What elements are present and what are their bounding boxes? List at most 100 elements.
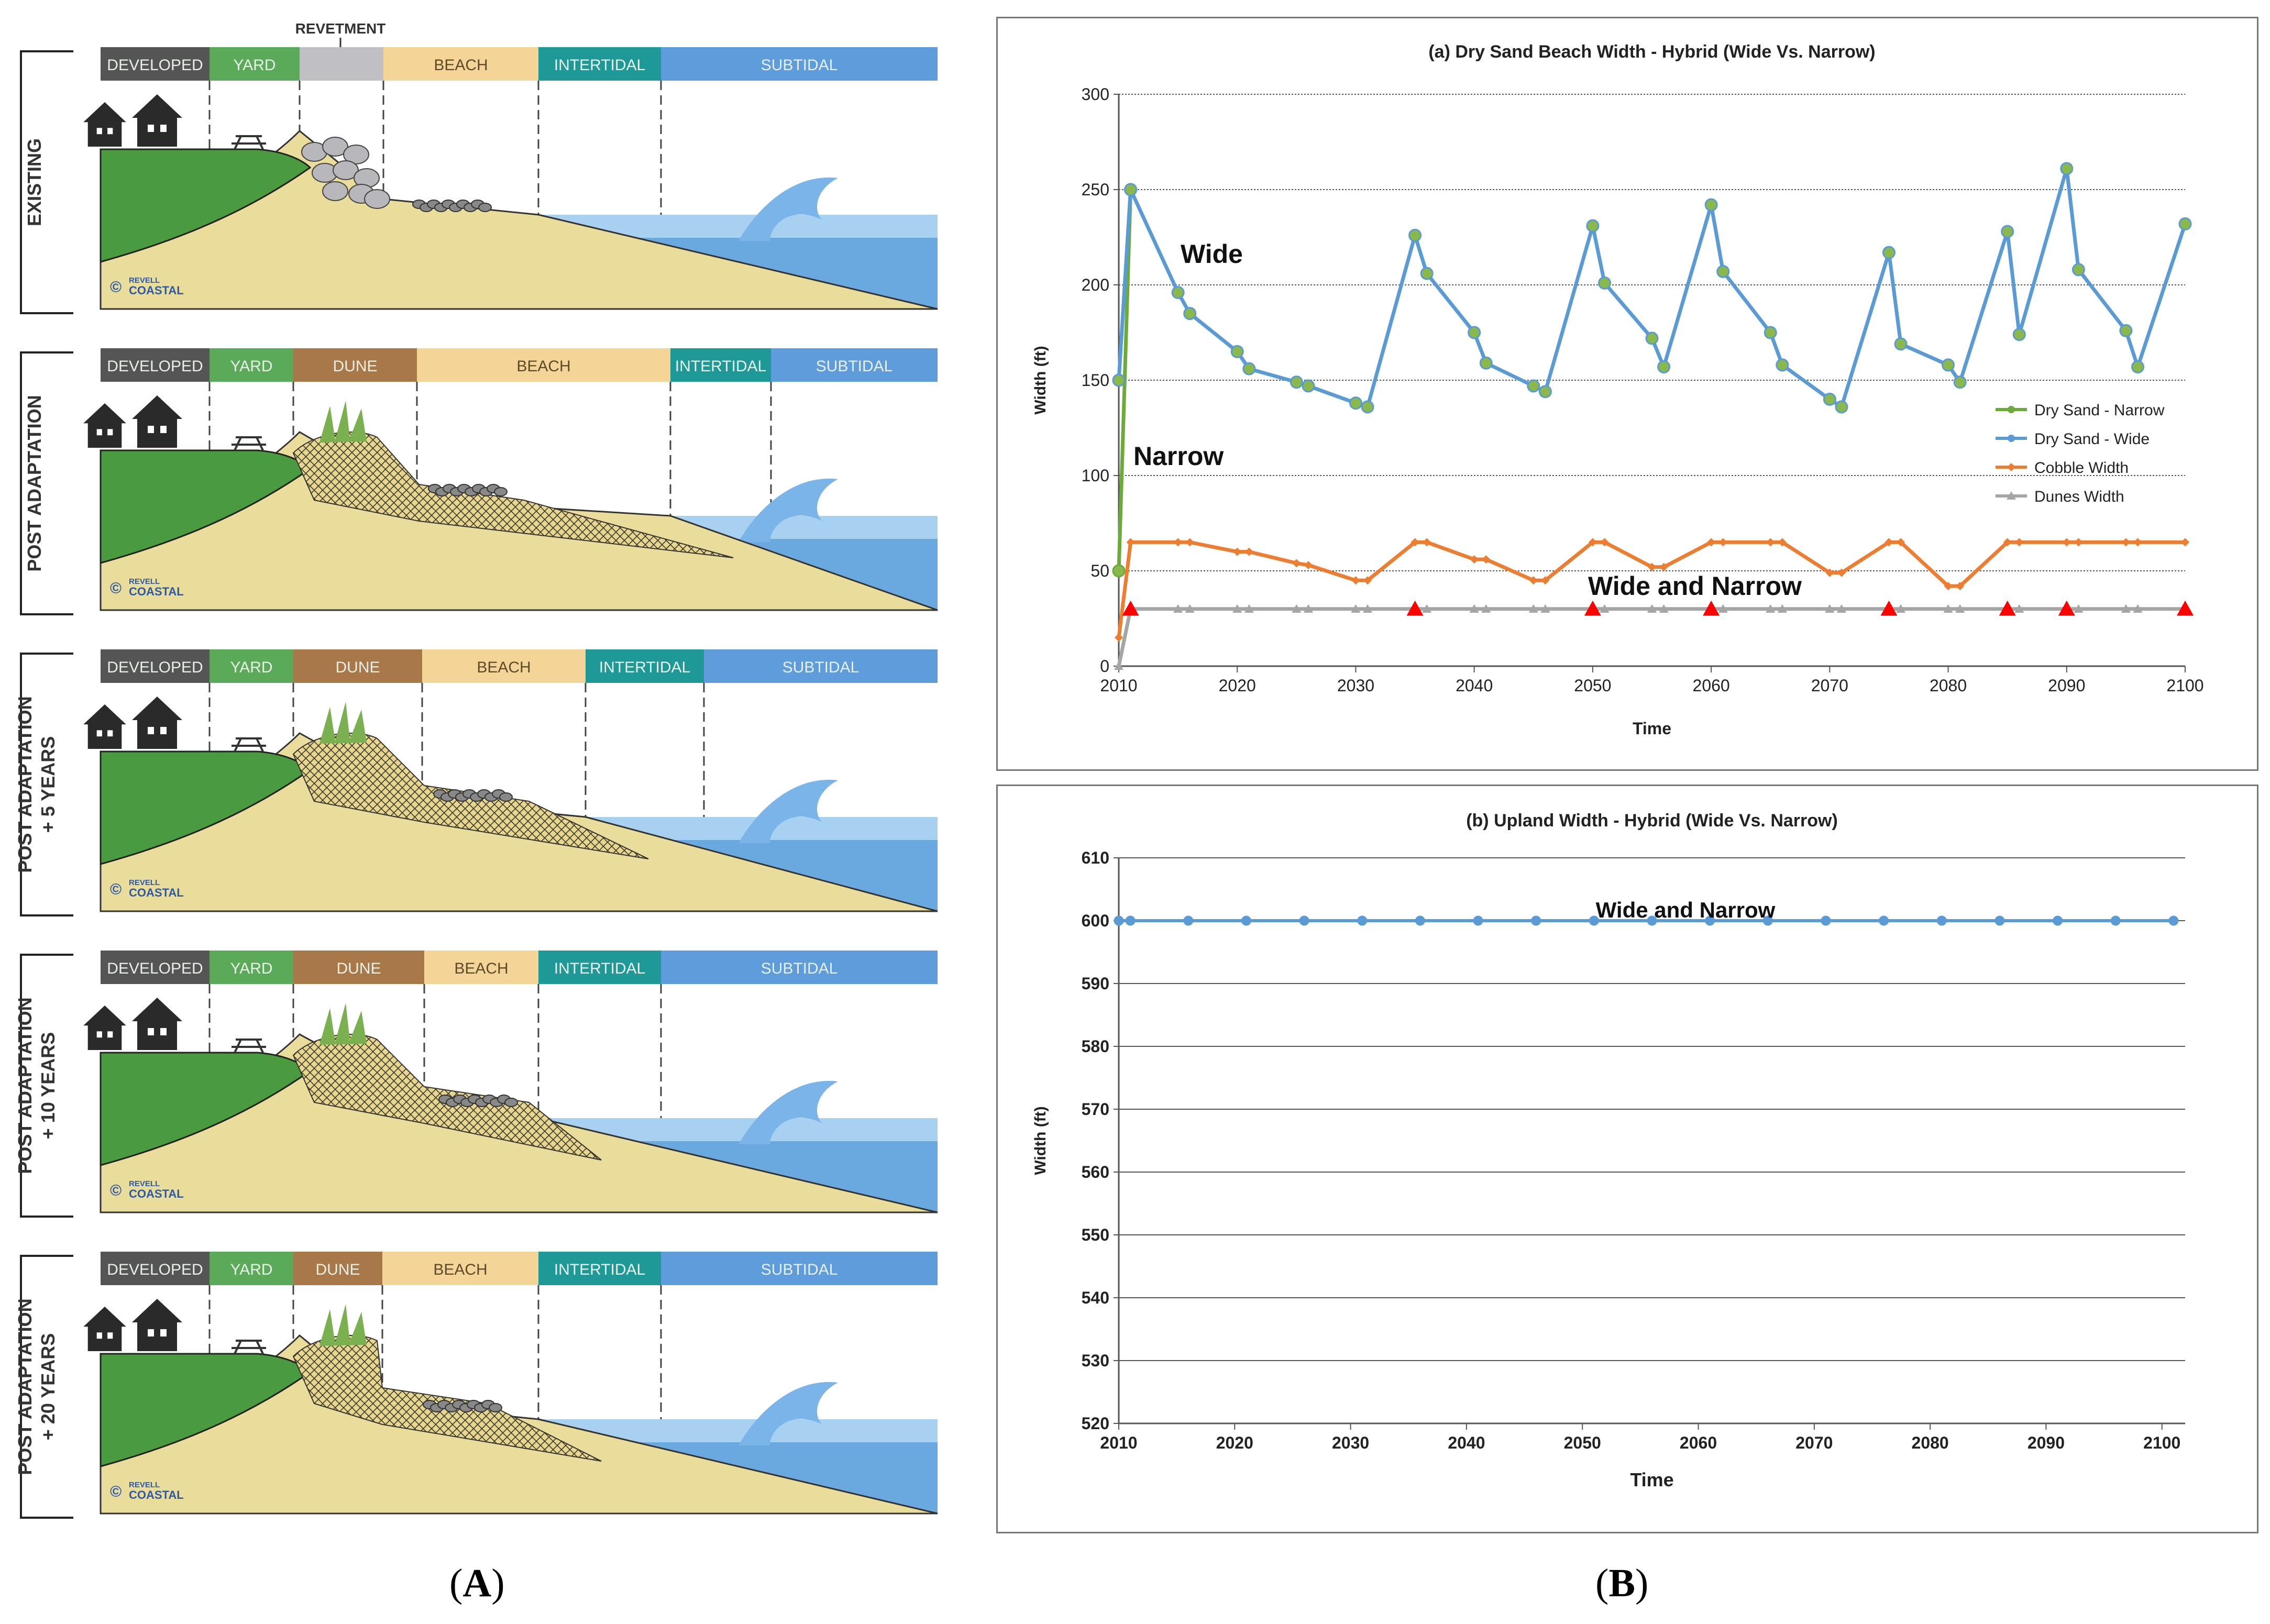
data-point [2110, 915, 2121, 926]
series-dry-sand-wide [1112, 162, 2192, 414]
data-point [1882, 246, 1896, 259]
data-point [1762, 915, 1773, 926]
nourishment-marker [2058, 600, 2075, 616]
data-point [1718, 538, 1727, 547]
data-point [1124, 183, 1138, 196]
data-point [1823, 392, 1836, 406]
zone-bar [210, 47, 300, 81]
x-tick-label: 2010 [1100, 676, 1137, 695]
annotation-wide: Wide [1181, 239, 1243, 269]
zone-bar [538, 951, 661, 984]
legend-label: Dry Sand - Wide [2034, 430, 2150, 448]
nourishment-marker [2177, 600, 2194, 616]
zone-label: YARD [230, 659, 272, 676]
data-point [1718, 604, 1728, 613]
legend: Dry Sand - Narrow Dry Sand - Wide Cobble W… [1996, 402, 2165, 505]
house-window [96, 1031, 102, 1038]
profile-diagrams: REVETMENT EXISTING DEVELOPED YARD BEACH INTER… [14, 20, 938, 1519]
x-tick-label: 2070 [1811, 676, 1848, 695]
data-point [1303, 604, 1313, 613]
series-nourishment-events [1122, 600, 2194, 616]
chart-title: (b) Upland Width - Hybrid (Wide Vs. Narr… [1466, 811, 1838, 831]
logo-text-bottom: COASTAL [129, 1187, 184, 1200]
data-point [1588, 538, 1597, 547]
revetment-rock [333, 160, 359, 180]
data-point [1776, 358, 1789, 372]
zone-label: DUNE [336, 960, 381, 977]
data-point [1408, 228, 1422, 242]
data-point [1422, 604, 1432, 613]
data-point [1299, 915, 1309, 926]
chart-title: (a) Dry Sand Beach Width - Hybrid (Wide … [1428, 42, 1875, 62]
data-point [1304, 561, 1313, 570]
zone-bar [210, 1252, 293, 1285]
scenario-label: POST ADAPTATION+ 5 YEARS [14, 696, 59, 872]
logo-text-bottom: COASTAL [129, 284, 184, 297]
legend-label: Dry Sand - Narrow [2034, 402, 2165, 419]
data-point [2119, 324, 2133, 337]
data-point [2062, 538, 2071, 547]
cobble-rock [478, 203, 492, 212]
zone-label: YARD [230, 1261, 272, 1278]
data-point [1647, 915, 1657, 926]
house-icon [132, 1299, 182, 1351]
data-point [1481, 604, 1491, 613]
chart-upland-width: (b) Upland Width - Hybrid (Wide Vs. Narr… [1032, 811, 2185, 1490]
zone-label: BEACH [433, 1261, 487, 1278]
copyright-symbol: © [110, 1182, 122, 1199]
house-window [96, 429, 102, 436]
annotation-wide-and-narrow: Wide and Narrow [1596, 898, 1776, 922]
data-point [1897, 538, 1905, 547]
scenario-bracket [20, 351, 73, 615]
data-point [1766, 538, 1775, 547]
revetment-rock [364, 189, 390, 209]
y-tick-label: 100 [1082, 466, 1109, 485]
x-tick-label: 2100 [2143, 1433, 2180, 1452]
series-cobble-width [1115, 538, 2189, 642]
series-line [1117, 607, 2185, 667]
zone-bar [210, 951, 293, 984]
x-axis-label: Time [1633, 719, 1671, 738]
chart-b-frame [996, 785, 2258, 1533]
data-point [1423, 538, 1431, 547]
wave-shape [739, 478, 838, 542]
zone-bar [101, 649, 210, 683]
data-point [1290, 375, 1303, 389]
scenario-bracket [20, 653, 73, 916]
data-point [1482, 555, 1491, 564]
chart-panel: (a) Dry Sand Beach Width - Hybrid (Wide … [985, 0, 2270, 1621]
copyright-symbol: © [110, 1483, 122, 1500]
zone-label: SUBTIDAL [783, 659, 859, 676]
zone-bar [538, 1252, 661, 1285]
data-point [1837, 568, 1846, 577]
legend-marker [2007, 463, 2015, 471]
house-window [96, 1332, 102, 1339]
data-point [1529, 576, 1538, 585]
data-point [1242, 362, 1256, 375]
x-tick-label: 2100 [2166, 676, 2203, 695]
data-point [1411, 538, 1419, 547]
data-point [1357, 915, 1368, 926]
x-tick-label: 2040 [1448, 1433, 1485, 1452]
zone-label: DUNE [315, 1261, 360, 1278]
y-tick-label: 610 [1082, 848, 1109, 867]
data-point [1470, 555, 1479, 564]
cobble-rock [489, 1403, 502, 1412]
data-point [1707, 538, 1716, 547]
y-tick-label: 50 [1090, 561, 1109, 580]
revetment-rock [322, 181, 348, 201]
picnic-table-icon [232, 1039, 266, 1053]
x-tick-label: 2080 [1930, 676, 1967, 695]
zone-bar [101, 348, 210, 382]
house-icon [83, 403, 126, 448]
data-point [1292, 604, 1302, 613]
x-tick-label: 2040 [1456, 676, 1493, 695]
data-point [2012, 328, 2026, 341]
legend-marker [2008, 435, 2015, 442]
caption-b-letter: B [1608, 1561, 1636, 1605]
house-icon [83, 102, 126, 147]
caption-a: (A) [449, 1561, 505, 1606]
data-point [2003, 538, 2012, 547]
data-point [1230, 345, 1244, 358]
scenario-label-line: POST ADAPTATION [24, 395, 45, 571]
